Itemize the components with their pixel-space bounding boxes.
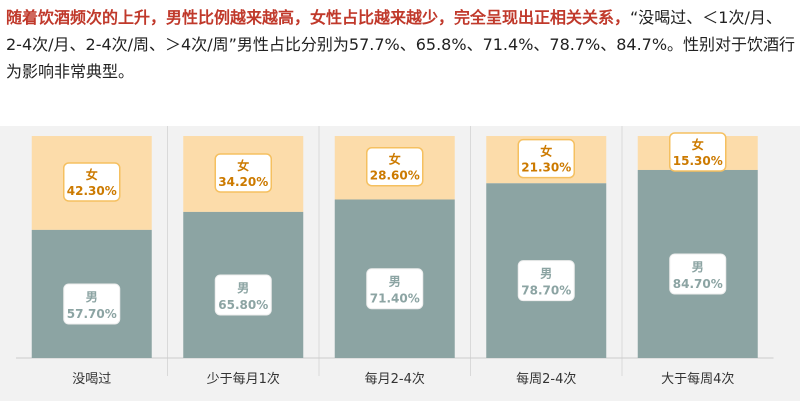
male-series-label: 男 bbox=[540, 267, 552, 281]
female-series-label: 女 bbox=[86, 167, 98, 182]
female-series-label: 女 bbox=[692, 137, 704, 152]
male-series-label: 男 bbox=[692, 260, 704, 274]
category-label: 没喝过 bbox=[72, 372, 111, 387]
category-label: 大于每周4次 bbox=[661, 371, 734, 387]
female-value-label: 34.20% bbox=[218, 175, 268, 189]
male-label-box bbox=[214, 274, 272, 316]
male-label-box bbox=[366, 268, 424, 310]
female-label-box bbox=[517, 138, 575, 179]
description-text: 随着饮酒频次的上升，男性比例越来越高，女性占比越来越少，完全呈现出正相关关系，“… bbox=[6, 4, 796, 85]
male-series-label: 男 bbox=[237, 281, 249, 295]
body-text: “没喝过、＜1次/月、2-4次/月、2-4次/周、＞4次/周”男性占比分别为57… bbox=[6, 8, 796, 81]
female-value-label: 21.30% bbox=[521, 161, 571, 175]
male-label-box bbox=[63, 283, 121, 325]
female-series-label: 女 bbox=[237, 158, 249, 173]
female-series-label: 女 bbox=[389, 152, 401, 167]
category-label: 每周2-4次 bbox=[516, 371, 576, 387]
male-value-label: 71.40% bbox=[370, 292, 420, 306]
male-value-label: 78.70% bbox=[521, 284, 571, 298]
female-value-label: 28.60% bbox=[370, 169, 420, 183]
male-value-label: 57.70% bbox=[67, 307, 117, 321]
female-value-label: 42.30% bbox=[67, 184, 117, 198]
male-value-label: 65.80% bbox=[218, 298, 268, 312]
male-series-label: 男 bbox=[389, 275, 401, 289]
male-value-label: 84.70% bbox=[673, 277, 723, 291]
headline: 随着饮酒频次的上升，男性比例越来越高，女性占比越来越少，完全呈现出正相关关系， bbox=[6, 8, 631, 27]
female-label-box bbox=[214, 153, 272, 193]
female-series-label: 女 bbox=[540, 144, 552, 159]
male-label-box bbox=[517, 260, 575, 302]
chart-panel: 女 42.30% 男 57.70% 没喝过女 34.20% 男 65.80% 少于每月1次女 28… bbox=[0, 126, 800, 401]
female-label-box bbox=[63, 162, 121, 202]
male-series-label: 男 bbox=[86, 290, 98, 304]
female-label-box bbox=[366, 146, 424, 187]
category-label: 少于每月1次 bbox=[207, 371, 280, 387]
stacked-bar-chart: 女42.30%男57.70%没喝过女34.20%男65.80%少于每月1次女28… bbox=[16, 126, 774, 387]
female-value-label: 15.30% bbox=[673, 154, 723, 168]
female-label-box bbox=[669, 132, 727, 172]
category-label: 每月2-4次 bbox=[365, 371, 425, 387]
male-label-box bbox=[669, 253, 727, 295]
